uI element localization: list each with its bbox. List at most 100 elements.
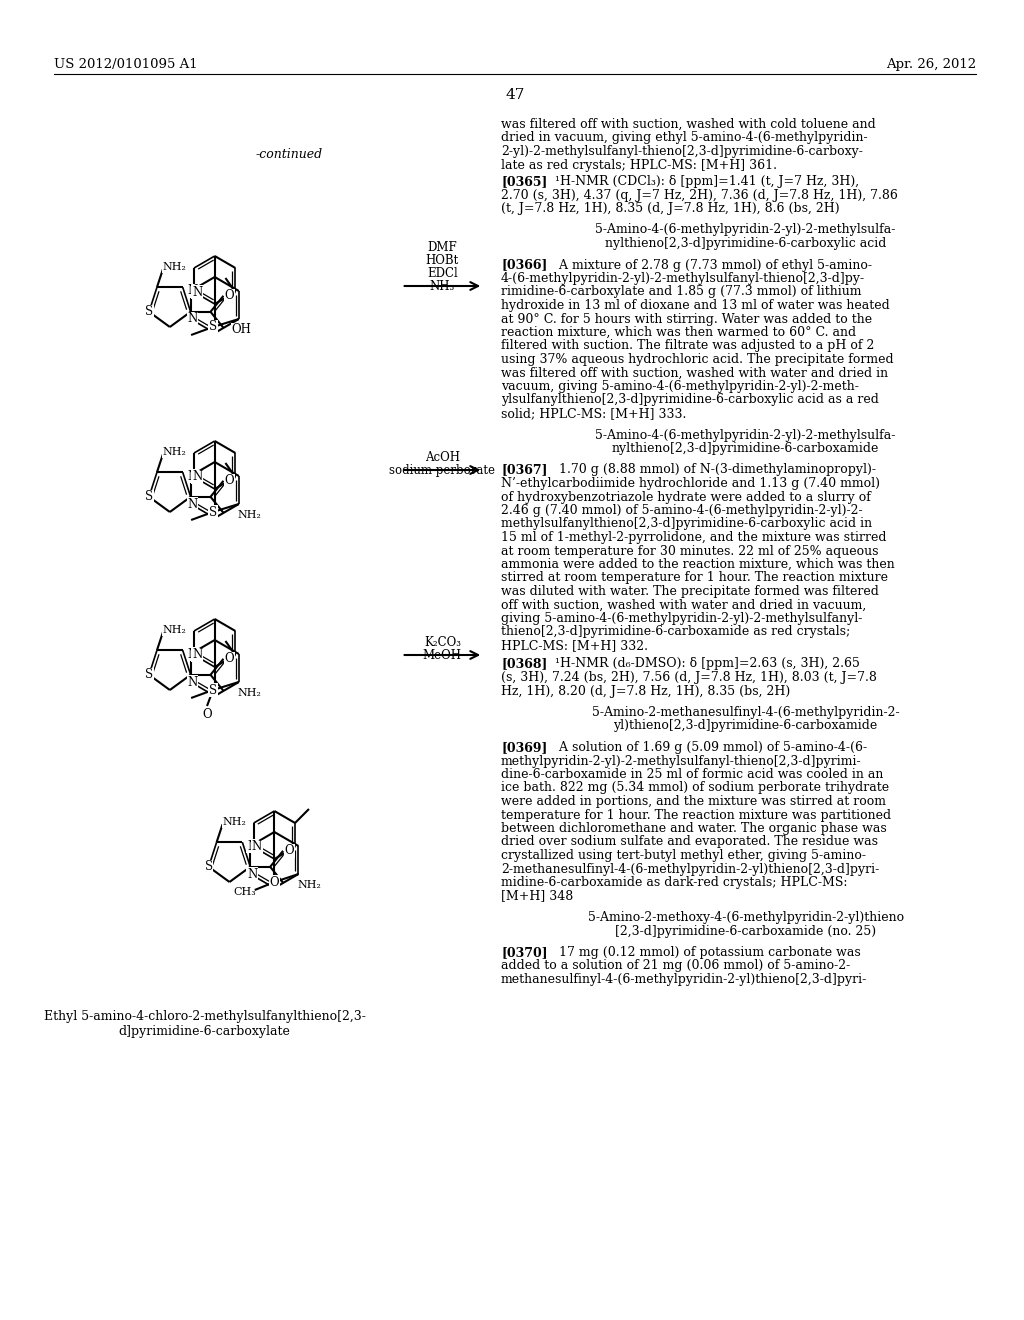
Text: at 90° C. for 5 hours with stirring. Water was added to the: at 90° C. for 5 hours with stirring. Wat… — [501, 313, 872, 326]
Text: 1.70 g (8.88 mmol) of N-(3-dimethylaminopropyl)-: 1.70 g (8.88 mmol) of N-(3-dimethylamino… — [547, 463, 876, 477]
Text: dried in vacuum, giving ethyl 5-amino-4-(6-methylpyridin-: dried in vacuum, giving ethyl 5-amino-4-… — [501, 132, 867, 144]
Text: NH₂: NH₂ — [238, 510, 261, 520]
Text: A mixture of 2.78 g (7.73 mmol) of ethyl 5-amino-: A mixture of 2.78 g (7.73 mmol) of ethyl… — [547, 259, 871, 272]
Text: S: S — [145, 305, 154, 318]
Text: EDCl: EDCl — [427, 267, 458, 280]
Text: [2,3-d]pyrimidine-6-carboxamide (no. 25): [2,3-d]pyrimidine-6-carboxamide (no. 25) — [615, 924, 877, 937]
Text: -continued: -continued — [256, 148, 323, 161]
Text: NH₂: NH₂ — [163, 447, 186, 457]
Text: nylthieno[2,3-d]pyrimidine-6-carboxamide: nylthieno[2,3-d]pyrimidine-6-carboxamide — [612, 442, 880, 455]
Text: thieno[2,3-d]pyrimidine-6-carboxamide as red crystals;: thieno[2,3-d]pyrimidine-6-carboxamide as… — [501, 626, 850, 639]
Text: ammonia were added to the reaction mixture, which was then: ammonia were added to the reaction mixtu… — [501, 558, 895, 572]
Text: yl)thieno[2,3-d]pyrimidine-6-carboxamide: yl)thieno[2,3-d]pyrimidine-6-carboxamide — [613, 719, 878, 733]
Text: N: N — [187, 285, 198, 297]
Text: S: S — [209, 321, 217, 334]
Text: N: N — [247, 867, 257, 880]
Text: 2.46 g (7.40 mmol) of 5-amino-4-(6-methylpyridin-2-yl)-2-: 2.46 g (7.40 mmol) of 5-amino-4-(6-methy… — [501, 504, 862, 517]
Text: nylthieno[2,3-d]pyrimidine-6-carboxylic acid: nylthieno[2,3-d]pyrimidine-6-carboxylic … — [605, 238, 887, 249]
Text: OH: OH — [231, 323, 251, 337]
Text: N: N — [191, 470, 202, 483]
Text: N: N — [187, 470, 198, 483]
Text: US 2012/0101095 A1: US 2012/0101095 A1 — [53, 58, 198, 71]
Text: K₂CO₃: K₂CO₃ — [424, 636, 461, 649]
Text: N: N — [187, 313, 198, 326]
Text: 47: 47 — [505, 88, 524, 102]
Text: 15 ml of 1-methyl-2-pyrrolidone, and the mixture was stirred: 15 ml of 1-methyl-2-pyrrolidone, and the… — [501, 531, 887, 544]
Text: methylsulfanylthieno[2,3-d]pyrimidine-6-carboxylic acid in: methylsulfanylthieno[2,3-d]pyrimidine-6-… — [501, 517, 872, 531]
Text: 5-Amino-4-(6-methylpyridin-2-yl)-2-methylsulfa-: 5-Amino-4-(6-methylpyridin-2-yl)-2-methy… — [595, 429, 896, 441]
Text: stirred at room temperature for 1 hour. The reaction mixture: stirred at room temperature for 1 hour. … — [501, 572, 888, 585]
Text: using 37% aqueous hydrochloric acid. The precipitate formed: using 37% aqueous hydrochloric acid. The… — [501, 352, 894, 366]
Text: ice bath. 822 mg (5.34 mmol) of sodium perborate trihydrate: ice bath. 822 mg (5.34 mmol) of sodium p… — [501, 781, 889, 795]
Text: N: N — [187, 676, 198, 689]
Text: CH₃: CH₃ — [233, 887, 256, 898]
Text: ¹H-NMR (CDCl₃): δ [ppm]=1.41 (t, J=7 Hz, 3H),: ¹H-NMR (CDCl₃): δ [ppm]=1.41 (t, J=7 Hz,… — [547, 176, 859, 187]
Text: sodium perborate: sodium perborate — [389, 465, 496, 477]
Text: methylpyridin-2-yl)-2-methylsulfanyl-thieno[2,3-d]pyrimi-: methylpyridin-2-yl)-2-methylsulfanyl-thi… — [501, 755, 861, 767]
Text: crystallized using tert-butyl methyl ether, giving 5-amino-: crystallized using tert-butyl methyl eth… — [501, 849, 866, 862]
Text: (s, 3H), 7.24 (bs, 2H), 7.56 (d, J=7.8 Hz, 1H), 8.03 (t, J=7.8: (s, 3H), 7.24 (bs, 2H), 7.56 (d, J=7.8 H… — [501, 671, 877, 684]
Text: N: N — [187, 648, 198, 660]
Text: NH₂: NH₂ — [163, 263, 186, 272]
Text: added to a solution of 21 mg (0.06 mmol) of 5-amino-2-: added to a solution of 21 mg (0.06 mmol)… — [501, 960, 850, 973]
Text: 2.70 (s, 3H), 4.37 (q, J=7 Hz, 2H), 7.36 (d, J=7.8 Hz, 1H), 7.86: 2.70 (s, 3H), 4.37 (q, J=7 Hz, 2H), 7.36… — [501, 189, 898, 202]
Text: [M+H] 348: [M+H] 348 — [501, 890, 573, 903]
Text: hydroxide in 13 ml of dioxane and 13 ml of water was heated: hydroxide in 13 ml of dioxane and 13 ml … — [501, 300, 890, 312]
Text: 2-methanesulfinyl-4-(6-methylpyridin-2-yl)thieno[2,3-d]pyri-: 2-methanesulfinyl-4-(6-methylpyridin-2-y… — [501, 862, 880, 875]
Text: HOBt: HOBt — [426, 253, 459, 267]
Text: off with suction, washed with water and dried in vacuum,: off with suction, washed with water and … — [501, 598, 866, 611]
Text: N: N — [187, 498, 198, 511]
Text: [0370]: [0370] — [501, 946, 548, 960]
Text: Ethyl 5-amino-4-chloro-2-methylsulfanylthieno[2,3-: Ethyl 5-amino-4-chloro-2-methylsulfanylt… — [44, 1010, 366, 1023]
Text: NH₂: NH₂ — [163, 626, 186, 635]
Text: temperature for 1 hour. The reaction mixture was partitioned: temperature for 1 hour. The reaction mix… — [501, 808, 891, 821]
Text: Apr. 26, 2012: Apr. 26, 2012 — [886, 58, 976, 71]
Text: O: O — [269, 875, 280, 888]
Text: late as red crystals; HPLC-MS: [M+H] 361.: late as red crystals; HPLC-MS: [M+H] 361… — [501, 158, 777, 172]
Text: was filtered off with suction, washed with water and dried in: was filtered off with suction, washed wi… — [501, 367, 888, 380]
Text: [0369]: [0369] — [501, 741, 548, 754]
Text: were added in portions, and the mixture was stirred at room: were added in portions, and the mixture … — [501, 795, 886, 808]
Text: d]pyrimidine-6-carboxylate: d]pyrimidine-6-carboxylate — [119, 1026, 291, 1038]
Text: giving 5-amino-4-(6-methylpyridin-2-yl)-2-methylsulfanyl-: giving 5-amino-4-(6-methylpyridin-2-yl)-… — [501, 612, 862, 624]
Text: O: O — [285, 845, 294, 857]
Text: methanesulfinyl-4-(6-methylpyridin-2-yl)thieno[2,3-d]pyri-: methanesulfinyl-4-(6-methylpyridin-2-yl)… — [501, 973, 867, 986]
Text: dried over sodium sulfate and evaporated. The residue was: dried over sodium sulfate and evaporated… — [501, 836, 878, 849]
Text: of hydroxybenzotriazole hydrate were added to a slurry of: of hydroxybenzotriazole hydrate were add… — [501, 491, 871, 503]
Text: NH₂: NH₂ — [297, 880, 321, 890]
Text: 4-(6-methylpyridin-2-yl)-2-methylsulfanyl-thieno[2,3-d]py-: 4-(6-methylpyridin-2-yl)-2-methylsulfany… — [501, 272, 865, 285]
Text: between dichloromethane and water. The organic phase was: between dichloromethane and water. The o… — [501, 822, 887, 836]
Text: S: S — [145, 490, 154, 503]
Text: DMF: DMF — [427, 242, 458, 253]
Text: ¹H-NMR (d₆-DMSO): δ [ppm]=2.63 (s, 3H), 2.65: ¹H-NMR (d₆-DMSO): δ [ppm]=2.63 (s, 3H), … — [547, 657, 860, 671]
Text: Hz, 1H), 8.20 (d, J=7.8 Hz, 1H), 8.35 (bs, 2H): Hz, 1H), 8.20 (d, J=7.8 Hz, 1H), 8.35 (b… — [501, 685, 791, 697]
Text: solid; HPLC-MS: [M+H] 333.: solid; HPLC-MS: [M+H] 333. — [501, 407, 686, 420]
Text: N: N — [247, 840, 257, 853]
Text: O: O — [202, 708, 212, 721]
Text: S: S — [205, 861, 213, 874]
Text: N: N — [252, 841, 262, 854]
Text: was filtered off with suction, washed with cold toluene and: was filtered off with suction, washed wi… — [501, 117, 876, 131]
Text: 5-Amino-2-methoxy-4-(6-methylpyridin-2-yl)thieno: 5-Amino-2-methoxy-4-(6-methylpyridin-2-y… — [588, 911, 904, 924]
Text: ylsulfanylthieno[2,3-d]pyrimidine-6-carboxylic acid as a red: ylsulfanylthieno[2,3-d]pyrimidine-6-carb… — [501, 393, 879, 407]
Text: 17 mg (0.12 mmol) of potassium carbonate was: 17 mg (0.12 mmol) of potassium carbonate… — [547, 946, 860, 960]
Text: rimidine-6-carboxylate and 1.85 g (77.3 mmol) of lithium: rimidine-6-carboxylate and 1.85 g (77.3 … — [501, 285, 861, 298]
Text: A solution of 1.69 g (5.09 mmol) of 5-amino-4-(6-: A solution of 1.69 g (5.09 mmol) of 5-am… — [547, 741, 867, 754]
Text: [0368]: [0368] — [501, 657, 548, 671]
Text: O: O — [224, 474, 234, 487]
Text: midine-6-carboxamide as dark-red crystals; HPLC-MS:: midine-6-carboxamide as dark-red crystal… — [501, 876, 848, 888]
Text: AcOH: AcOH — [425, 451, 460, 465]
Text: [0366]: [0366] — [501, 259, 548, 272]
Text: S: S — [209, 506, 217, 519]
Text: dine-6-carboxamide in 25 ml of formic acid was cooled in an: dine-6-carboxamide in 25 ml of formic ac… — [501, 768, 884, 781]
Text: was diluted with water. The precipitate formed was filtered: was diluted with water. The precipitate … — [501, 585, 879, 598]
Text: [0365]: [0365] — [501, 176, 548, 187]
Text: N’-ethylcarbodiimide hydrochloride and 1.13 g (7.40 mmol): N’-ethylcarbodiimide hydrochloride and 1… — [501, 477, 880, 490]
Text: MeOH: MeOH — [423, 649, 462, 663]
Text: (t, J=7.8 Hz, 1H), 8.35 (d, J=7.8 Hz, 1H), 8.6 (bs, 2H): (t, J=7.8 Hz, 1H), 8.35 (d, J=7.8 Hz, 1H… — [501, 202, 840, 215]
Text: HPLC-MS: [M+H] 332.: HPLC-MS: [M+H] 332. — [501, 639, 648, 652]
Text: NH₂: NH₂ — [222, 817, 247, 828]
Text: S: S — [209, 684, 217, 697]
Text: N: N — [191, 285, 202, 298]
Text: O: O — [224, 652, 234, 665]
